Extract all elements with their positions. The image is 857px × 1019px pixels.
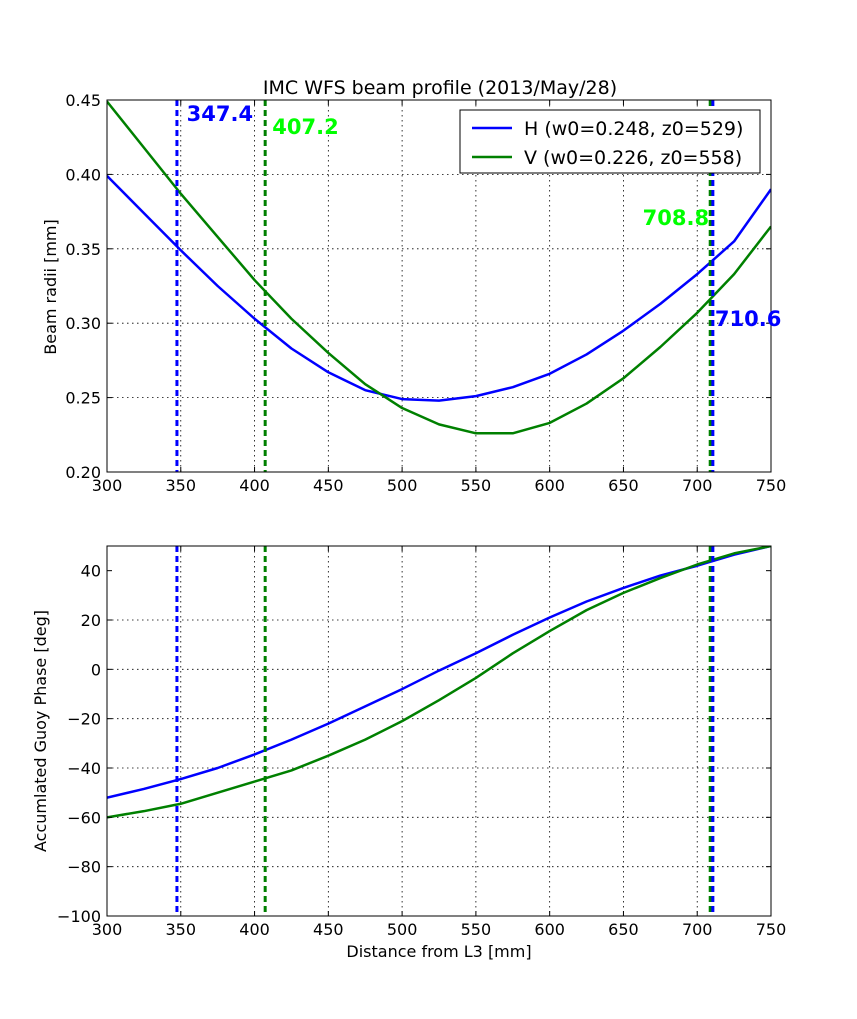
top-plot-beam-radii: IMC WFS beam profile (2013/May/28) Beam …	[41, 77, 786, 495]
y-tick-label: −100	[57, 907, 101, 926]
x-tick-label: 650	[608, 476, 639, 495]
x-tick-label: 700	[682, 476, 713, 495]
y-tick-label: 0.40	[65, 165, 101, 184]
x-tick-label: 450	[313, 476, 344, 495]
x-axis-label: Distance from L3 [mm]	[346, 942, 531, 961]
y-tick-label: 0.35	[65, 240, 101, 259]
y-tick-label: −40	[67, 759, 101, 778]
x-tick-label: 300	[92, 920, 123, 939]
x-tick-label: 550	[461, 920, 492, 939]
y-tick-label: −80	[67, 858, 101, 877]
series-line-v	[107, 100, 771, 435]
x-tick-label: 600	[534, 920, 565, 939]
data-area	[107, 100, 771, 435]
legend-entry: H (w0=0.248, z0=529)	[524, 118, 743, 140]
x-tick-label: 750	[756, 920, 787, 939]
x-tick-label: 350	[166, 920, 197, 939]
x-tick-label: 750	[756, 476, 787, 495]
axes-1: 300 350 400 450 500 550 600 650 700 750−100−80−60…	[57, 545, 787, 939]
x-tick-label: 350	[166, 476, 197, 495]
x-tick-label: 450	[313, 920, 344, 939]
legend: H (w0=0.248, z0=529) V (w0=0.226, z0=558)	[459, 109, 761, 174]
series-line-h	[107, 175, 771, 402]
axes-frame	[106, 545, 772, 917]
bottom-plot-guoy-phase: Distance from L3 [mm] Accumlated Guoy Ph…	[31, 545, 787, 961]
y-tick-label: 20	[81, 611, 101, 630]
y-tick-label: 0.45	[65, 91, 101, 110]
legend-box	[459, 109, 761, 174]
legend-entry: V (w0=0.226, z0=558)	[524, 147, 742, 169]
waist-position-label: 407.2	[272, 115, 338, 139]
series-line-v	[107, 546, 771, 819]
y-axis-label-beam-radii: Beam radii [mm]	[41, 219, 60, 354]
x-tick-label: 400	[239, 476, 270, 495]
x-tick-label: 600	[534, 476, 565, 495]
axes-0: 300 350 400 450 500 550 600 650 700 750 0.20 0.25 0.…	[65, 91, 786, 495]
x-tick-label: 400	[239, 920, 270, 939]
waist-position-label: 708.8	[643, 206, 709, 230]
y-tick-label: −60	[67, 808, 101, 827]
chart-title: IMC WFS beam profile (2013/May/28)	[263, 77, 617, 99]
waist-position-label: 347.4	[187, 102, 253, 126]
y-tick-label: 0.20	[65, 463, 101, 482]
y-axis-label-guoy-phase: Accumlated Guoy Phase [deg]	[31, 610, 50, 852]
x-tick-label: 300	[92, 476, 123, 495]
data-area	[107, 546, 771, 819]
x-tick-label: 500	[387, 920, 418, 939]
y-tick-label: 0.25	[65, 389, 101, 408]
series-line-h	[107, 546, 771, 799]
axes-frame	[106, 99, 772, 473]
x-tick-label: 650	[608, 920, 639, 939]
y-tick-label: −20	[67, 710, 101, 729]
x-tick-label: 500	[387, 476, 418, 495]
y-tick-label: 0	[91, 660, 101, 679]
x-tick-label: 550	[461, 476, 492, 495]
y-tick-label: 0.30	[65, 314, 101, 333]
x-tick-label: 700	[682, 920, 713, 939]
y-tick-label: 40	[81, 562, 101, 581]
waist-position-label: 710.6	[715, 307, 781, 331]
